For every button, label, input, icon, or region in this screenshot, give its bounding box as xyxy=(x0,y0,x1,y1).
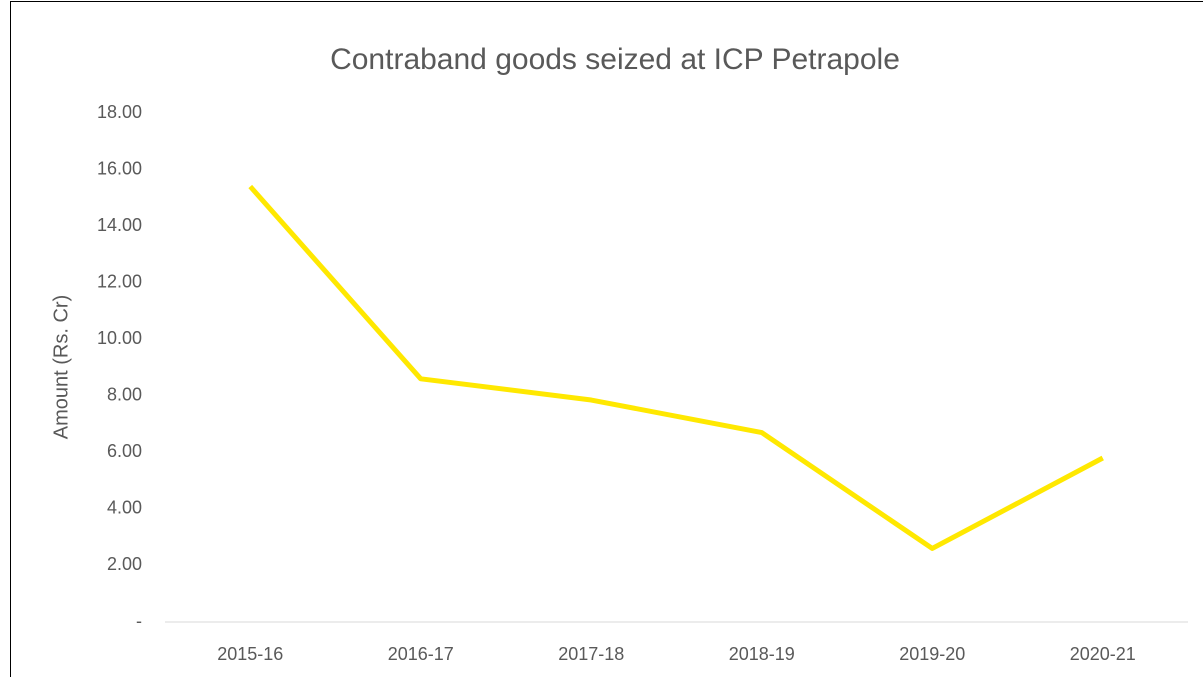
y-tick-label: 10.00 xyxy=(97,328,142,348)
x-tick-label: 2019-20 xyxy=(899,644,965,664)
y-tick-label: 2.00 xyxy=(107,554,142,574)
y-tick-label: 6.00 xyxy=(107,441,142,461)
x-tick-label: 2020-21 xyxy=(1070,644,1136,664)
y-tick-label: 18.00 xyxy=(97,102,142,122)
chart-border xyxy=(10,1,1203,677)
x-tick-label: 2017-18 xyxy=(558,644,624,664)
y-tick-label: 14.00 xyxy=(97,215,142,235)
chart-title: Contraband goods seized at ICP Petrapole xyxy=(330,43,900,76)
x-tick-label: 2016-17 xyxy=(388,644,454,664)
data-line xyxy=(248,184,1104,551)
y-axis-label: Amount (Rs. Cr) xyxy=(50,295,72,439)
x-tick-label: 2018-19 xyxy=(729,644,795,664)
y-tick-label: 16.00 xyxy=(97,158,142,178)
y-tick-label: 4.00 xyxy=(107,498,142,518)
y-tick-label: - xyxy=(136,611,142,631)
y-tick-label: 8.00 xyxy=(107,385,142,405)
y-tick-label: 12.00 xyxy=(97,271,142,291)
x-tick-label: 2015-16 xyxy=(217,644,283,664)
